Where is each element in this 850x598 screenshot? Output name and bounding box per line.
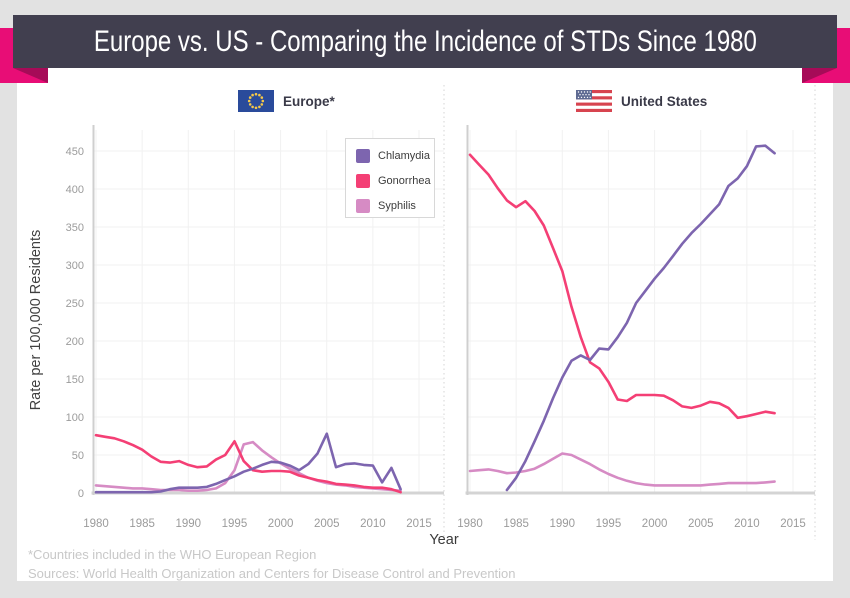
gonorrhea-swatch-icon	[356, 174, 370, 188]
svg-text:1995: 1995	[596, 518, 622, 530]
legend-label-chlamydia: Chlamydia	[378, 150, 430, 162]
svg-text:50: 50	[72, 450, 84, 462]
svg-text:2015: 2015	[780, 518, 806, 530]
panel-title-us-label: United States	[621, 93, 708, 109]
panel-title-europe: Europe*	[238, 90, 335, 112]
svg-text:1980: 1980	[457, 518, 483, 530]
legend-item-syphilis: Syphilis	[356, 199, 434, 213]
chart-legend: Chlamydia Gonorrhea Syphilis	[345, 138, 435, 218]
svg-text:250: 250	[66, 298, 84, 310]
legend-item-chlamydia: Chlamydia	[356, 149, 434, 163]
svg-text:350: 350	[66, 222, 84, 234]
svg-text:2000: 2000	[268, 518, 294, 530]
us-flag-icon	[576, 90, 612, 112]
title-banner: Europe vs. US - Comparing the Incidence …	[13, 15, 837, 68]
syphilis-swatch-icon	[356, 199, 370, 213]
chlamydia-swatch-icon	[356, 149, 370, 163]
legend-item-gonorrhea: Gonorrhea	[356, 174, 434, 188]
svg-text:2000: 2000	[642, 518, 668, 530]
svg-text:2010: 2010	[360, 518, 386, 530]
svg-text:2015: 2015	[406, 518, 432, 530]
eu-flag-icon	[238, 90, 274, 112]
y-axis-title: Rate per 100,000 Residents	[28, 229, 44, 411]
svg-text:1980: 1980	[83, 518, 109, 530]
svg-text:1995: 1995	[222, 518, 248, 530]
svg-text:400: 400	[66, 184, 84, 196]
svg-text:0: 0	[78, 488, 84, 500]
svg-text:2005: 2005	[688, 518, 714, 530]
footnote-sources: Sources: World Health Organization and C…	[28, 566, 516, 581]
svg-text:450: 450	[66, 146, 84, 158]
svg-text:2005: 2005	[314, 518, 340, 530]
svg-text:1990: 1990	[176, 518, 202, 530]
panel-title-us: United States	[576, 90, 707, 112]
svg-text:1990: 1990	[550, 518, 576, 530]
footnote-countries: *Countries included in the WHO European …	[28, 547, 317, 562]
page-title: Europe vs. US - Comparing the Incidence …	[93, 24, 757, 58]
footnotes: *Countries included in the WHO European …	[28, 545, 516, 583]
legend-label-gonorrhea: Gonorrhea	[378, 175, 431, 187]
svg-text:2010: 2010	[734, 518, 760, 530]
svg-text:1985: 1985	[129, 518, 155, 530]
svg-text:100: 100	[66, 412, 84, 424]
x-axis-title: Year	[429, 532, 459, 548]
svg-text:1985: 1985	[503, 518, 529, 530]
svg-text:200: 200	[66, 336, 84, 348]
legend-label-syphilis: Syphilis	[378, 200, 416, 212]
svg-text:300: 300	[66, 260, 84, 272]
svg-text:150: 150	[66, 374, 84, 386]
panel-title-europe-label: Europe*	[283, 93, 335, 109]
